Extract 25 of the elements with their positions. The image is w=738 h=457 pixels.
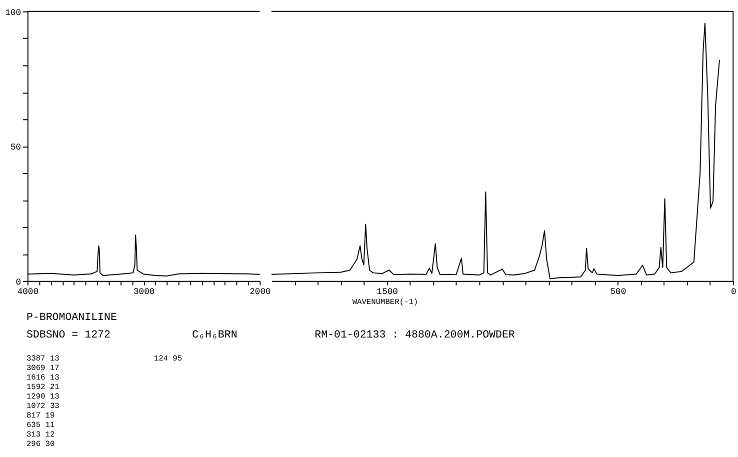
text: 3387 13 bbox=[26, 354, 60, 364]
x-tick-label: 2000 bbox=[250, 287, 271, 298]
text: 817 19 bbox=[26, 411, 55, 420]
x-axis-title: WAVENUMBER(-1) bbox=[352, 298, 418, 307]
text: P-BROMOANILINE bbox=[26, 312, 117, 324]
text: SDBSNO = 1272 bbox=[26, 330, 110, 342]
text: 1616 13 bbox=[26, 373, 60, 382]
x-tick-label: 3000 bbox=[133, 287, 155, 298]
x-tick-label: 0 bbox=[730, 287, 736, 298]
text: 313 12 bbox=[26, 430, 55, 440]
text: C₆H₆BRN bbox=[192, 330, 238, 342]
text: 1072 33 bbox=[26, 402, 60, 411]
x-tick-label: 500 bbox=[610, 287, 626, 298]
text: 1592 21 bbox=[26, 382, 60, 392]
text: 3069 17 bbox=[26, 364, 60, 373]
text: 296 30 bbox=[26, 440, 55, 449]
text: 635 11 bbox=[26, 420, 55, 430]
x-tick-label: 1500 bbox=[376, 287, 398, 298]
y-tick-label: 0 bbox=[16, 277, 22, 288]
text: 1290 13 bbox=[26, 392, 60, 402]
x-tick-label: 4000 bbox=[17, 287, 39, 298]
text: 124 95 bbox=[154, 354, 182, 364]
text: RM-01-02133 : 4880A.200M.POWDER bbox=[314, 330, 516, 342]
y-tick-label: 100 bbox=[5, 8, 22, 18]
y-tick-label: 50 bbox=[10, 142, 22, 153]
